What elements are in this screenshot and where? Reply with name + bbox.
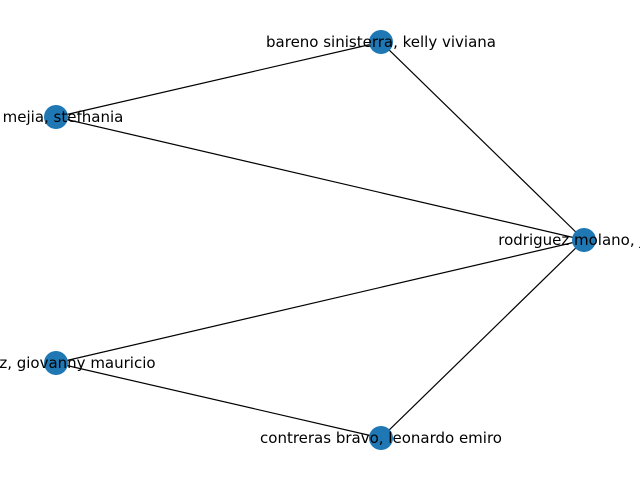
edge-n4-n3 bbox=[55, 239, 585, 364]
node-label-n2: a mejia, stefhania bbox=[0, 108, 123, 126]
labels-layer: bareno sinisterra, kelly viviana a mejia,… bbox=[0, 33, 640, 447]
node-n3 bbox=[572, 228, 596, 252]
node-label-n1: bareno sinisterra, kelly viviana bbox=[266, 33, 496, 51]
nodes-layer bbox=[44, 30, 596, 450]
edge-n1-n3 bbox=[380, 41, 585, 241]
node-label-n5: contreras bravo, leonardo emiro bbox=[260, 429, 502, 447]
node-n2 bbox=[44, 105, 68, 129]
edge-n4-n5 bbox=[55, 362, 382, 439]
edges-layer bbox=[55, 41, 585, 439]
edge-n2-n3 bbox=[55, 116, 585, 241]
node-label-n3: rodriguez molano, jose bbox=[498, 231, 640, 249]
edge-n1-n2 bbox=[55, 41, 382, 118]
node-n1 bbox=[369, 30, 393, 54]
node-n5 bbox=[369, 426, 393, 450]
node-n4 bbox=[44, 351, 68, 375]
node-label-n4: mudez, giovanny mauricio bbox=[0, 354, 156, 372]
edge-n5-n3 bbox=[380, 239, 585, 439]
